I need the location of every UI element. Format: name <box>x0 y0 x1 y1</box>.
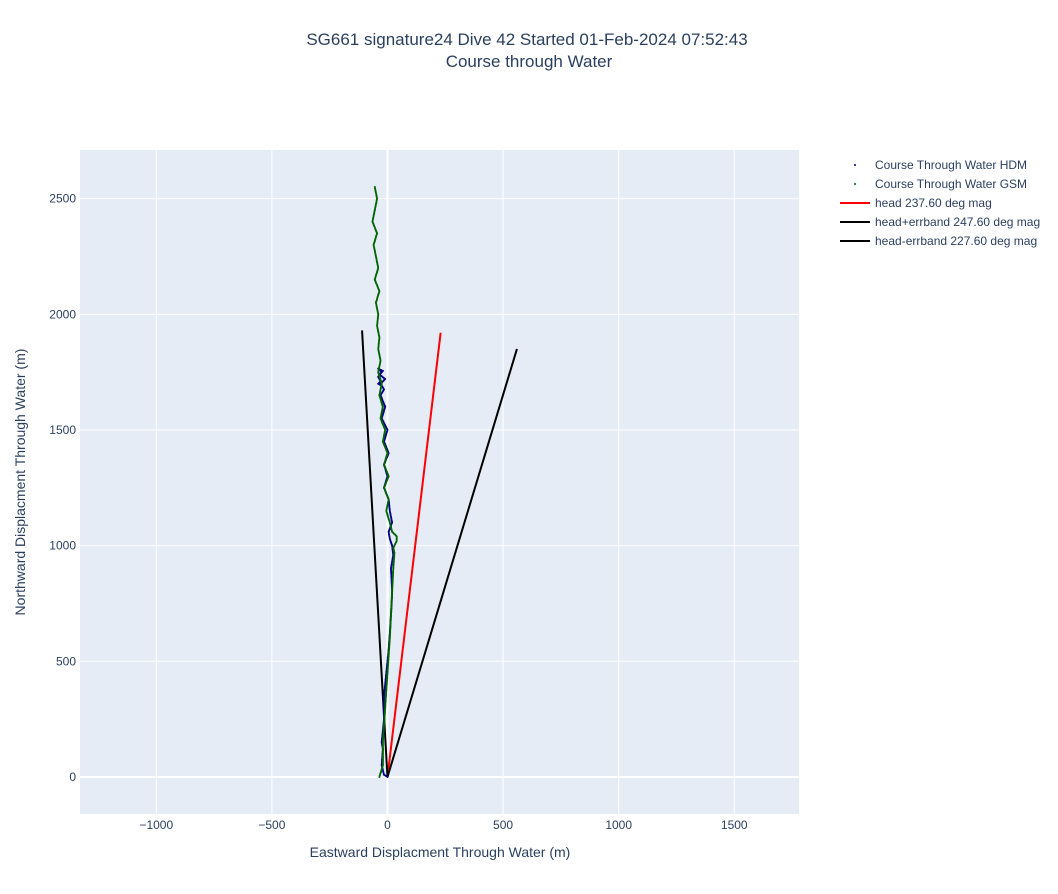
legend-item[interactable]: head 237.60 deg mag <box>840 196 992 210</box>
y-tick-label: 1000 <box>49 539 76 553</box>
x-tick-label: 1500 <box>721 818 748 832</box>
y-axis-ticks: 0 500 1000 1500 2000 2500 <box>49 192 76 784</box>
legend-item[interactable]: Course Through Water GSM <box>854 177 1027 191</box>
series-group <box>361 186 518 778</box>
data-point <box>373 186 376 188</box>
x-tick-label: −1000 <box>139 818 173 832</box>
x-tick-label: 1000 <box>605 818 632 832</box>
legend-label: head-errband 227.60 deg mag <box>875 234 1037 248</box>
legend-label: Course Through Water HDM <box>875 158 1027 172</box>
y-tick-label: 2500 <box>49 192 76 206</box>
series-line-head-errband-247-60-deg-mag <box>386 348 518 778</box>
x-tick-label: 500 <box>493 818 513 832</box>
zero-lines <box>80 150 799 814</box>
chart-subtitle: Course through Water <box>446 52 613 71</box>
legend-item[interactable]: Course Through Water HDM <box>854 158 1027 172</box>
grid <box>80 150 799 814</box>
y-axis-title: Northward Displacment Through Water (m) <box>12 349 28 616</box>
y-tick-label: 500 <box>56 654 76 668</box>
x-tick-label: 0 <box>384 818 391 832</box>
series-course-through-water-gsm <box>371 186 398 778</box>
series-line-head-237-60-deg-mag <box>386 332 442 778</box>
legend-item[interactable]: head+errband 247.60 deg mag <box>840 215 1040 229</box>
legend[interactable]: Course Through Water HDM Course Through W… <box>840 158 1040 248</box>
x-axis-ticks: −1000 −500 0 500 1000 1500 <box>139 818 747 832</box>
legend-label: Course Through Water GSM <box>875 177 1027 191</box>
y-tick-label: 2000 <box>49 307 76 321</box>
legend-label: head 237.60 deg mag <box>875 196 992 210</box>
legend-item[interactable]: head-errband 227.60 deg mag <box>840 234 1037 248</box>
legend-label: head+errband 247.60 deg mag <box>875 215 1040 229</box>
x-tick-label: −500 <box>258 818 285 832</box>
legend-swatch <box>854 164 856 166</box>
plot-area[interactable] <box>80 150 799 814</box>
legend-swatch <box>854 183 856 185</box>
x-axis-title: Eastward Displacment Through Water (m) <box>310 844 571 860</box>
chart-title: SG661 signature24 Dive 42 Started 01-Feb… <box>306 30 747 49</box>
y-tick-label: 0 <box>69 770 76 784</box>
y-tick-label: 1500 <box>49 423 76 437</box>
series-clip-group <box>361 186 518 778</box>
